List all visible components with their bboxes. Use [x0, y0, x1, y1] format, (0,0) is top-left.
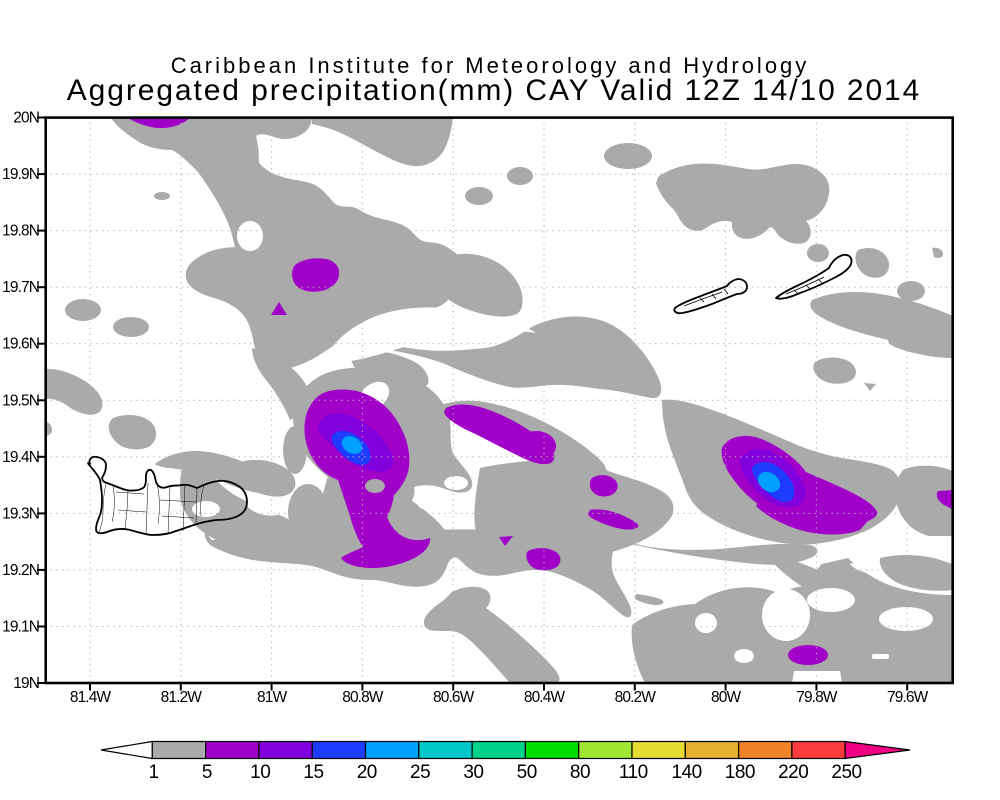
svg-text:19.5N: 19.5N	[2, 392, 39, 409]
svg-text:19.8N: 19.8N	[2, 223, 39, 240]
svg-text:80.6W: 80.6W	[433, 689, 475, 706]
svg-text:19.7N: 19.7N	[2, 279, 39, 296]
svg-text:140: 140	[671, 762, 701, 783]
svg-text:50: 50	[517, 762, 537, 783]
svg-text:19.3N: 19.3N	[2, 505, 39, 522]
svg-text:Aggregated precipitation(mm) C: Aggregated precipitation(mm) CAY Valid 1…	[67, 74, 921, 107]
svg-text:15: 15	[303, 762, 323, 783]
svg-text:25: 25	[410, 762, 430, 783]
svg-text:19.9N: 19.9N	[2, 166, 39, 183]
svg-text:180: 180	[725, 762, 755, 783]
svg-text:81.2W: 81.2W	[161, 689, 203, 706]
svg-text:79.8W: 79.8W	[796, 689, 838, 706]
svg-text:79.6W: 79.6W	[887, 689, 929, 706]
svg-text:80.2W: 80.2W	[615, 689, 657, 706]
svg-text:80W: 80W	[711, 689, 741, 706]
svg-text:19.1N: 19.1N	[2, 619, 39, 636]
svg-text:80: 80	[570, 762, 590, 783]
svg-text:20N: 20N	[13, 110, 39, 127]
svg-text:19.2N: 19.2N	[2, 562, 39, 579]
svg-text:30: 30	[463, 762, 483, 783]
svg-text:20: 20	[357, 762, 377, 783]
svg-text:1: 1	[149, 762, 159, 783]
svg-text:81.4W: 81.4W	[70, 689, 112, 706]
svg-text:19.6N: 19.6N	[2, 336, 39, 353]
svg-text:81W: 81W	[257, 689, 287, 706]
svg-text:80.4W: 80.4W	[524, 689, 566, 706]
svg-text:10: 10	[250, 762, 270, 783]
svg-text:19N: 19N	[13, 675, 39, 692]
svg-text:250: 250	[831, 762, 861, 783]
svg-text:80.8W: 80.8W	[342, 689, 384, 706]
svg-text:5: 5	[202, 762, 212, 783]
svg-text:220: 220	[778, 762, 808, 783]
svg-text:Caribbean Institute for Meteor: Caribbean Institute for Meteorology and …	[171, 53, 810, 78]
svg-text:19.4N: 19.4N	[2, 449, 39, 466]
svg-text:110: 110	[619, 762, 648, 783]
